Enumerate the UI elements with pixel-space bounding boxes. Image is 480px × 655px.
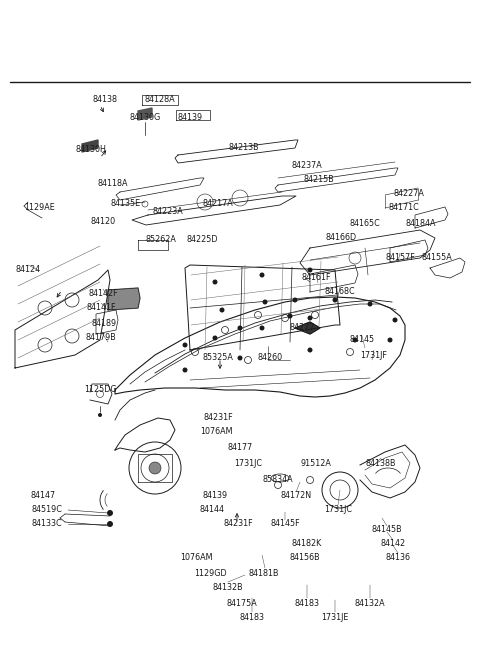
Circle shape bbox=[393, 318, 397, 322]
Text: 84183: 84183 bbox=[240, 612, 264, 622]
Circle shape bbox=[308, 348, 312, 352]
Circle shape bbox=[308, 316, 312, 320]
Text: 84223A: 84223A bbox=[153, 206, 183, 215]
Text: 84156B: 84156B bbox=[290, 553, 320, 563]
Text: 84136: 84136 bbox=[385, 553, 410, 563]
Text: 84141F: 84141F bbox=[86, 303, 116, 312]
Text: 84183: 84183 bbox=[295, 599, 320, 608]
Text: 1731JF: 1731JF bbox=[360, 350, 387, 360]
Text: 84144: 84144 bbox=[200, 506, 225, 514]
Text: 1129GD: 1129GD bbox=[194, 569, 226, 578]
Text: 84142: 84142 bbox=[381, 540, 406, 548]
Circle shape bbox=[238, 326, 242, 331]
Text: 84138: 84138 bbox=[93, 96, 118, 105]
Circle shape bbox=[213, 335, 217, 341]
Circle shape bbox=[149, 462, 161, 474]
Text: 84145: 84145 bbox=[349, 335, 374, 345]
Text: 84118A: 84118A bbox=[98, 179, 128, 187]
Text: 1076AM: 1076AM bbox=[200, 428, 232, 436]
Text: 84161F: 84161F bbox=[301, 274, 331, 282]
Text: 84142F: 84142F bbox=[88, 288, 118, 297]
Text: 84181B: 84181B bbox=[249, 569, 279, 578]
Circle shape bbox=[107, 521, 113, 527]
Polygon shape bbox=[82, 140, 98, 152]
Text: 84145B: 84145B bbox=[372, 525, 402, 534]
Text: 84189: 84189 bbox=[91, 318, 117, 328]
Text: 84130H: 84130H bbox=[75, 145, 107, 155]
Text: 84133C: 84133C bbox=[32, 519, 62, 529]
Text: 1076AM: 1076AM bbox=[180, 553, 212, 563]
Text: 84277: 84277 bbox=[289, 322, 315, 331]
Circle shape bbox=[368, 301, 372, 307]
Text: 84138B: 84138B bbox=[366, 458, 396, 468]
Text: 84177: 84177 bbox=[228, 443, 252, 451]
Circle shape bbox=[263, 299, 267, 305]
Text: 84231F: 84231F bbox=[203, 413, 233, 422]
Text: 84172N: 84172N bbox=[280, 491, 312, 500]
Text: 84227A: 84227A bbox=[394, 189, 424, 198]
Text: 84139: 84139 bbox=[178, 113, 203, 121]
Circle shape bbox=[260, 272, 264, 278]
Text: 1129AE: 1129AE bbox=[24, 202, 55, 212]
Text: 84260: 84260 bbox=[257, 354, 283, 362]
Text: 84166D: 84166D bbox=[325, 233, 357, 242]
Circle shape bbox=[98, 413, 102, 417]
Circle shape bbox=[387, 337, 393, 343]
Text: 84120: 84120 bbox=[90, 217, 116, 227]
Text: 84128A: 84128A bbox=[144, 96, 175, 105]
Circle shape bbox=[107, 510, 113, 516]
Text: 84132A: 84132A bbox=[355, 599, 385, 608]
Text: 84237A: 84237A bbox=[292, 162, 323, 170]
Text: 85834A: 85834A bbox=[263, 474, 293, 483]
Text: 84139: 84139 bbox=[203, 491, 228, 500]
Polygon shape bbox=[295, 322, 320, 334]
Text: 85262A: 85262A bbox=[145, 236, 177, 244]
Circle shape bbox=[213, 280, 217, 284]
Text: 84155A: 84155A bbox=[421, 253, 452, 263]
Text: 84135E: 84135E bbox=[111, 198, 141, 208]
Circle shape bbox=[333, 297, 337, 303]
Text: 84130G: 84130G bbox=[130, 113, 161, 121]
Text: 1125DG: 1125DG bbox=[84, 386, 116, 394]
Text: 84132B: 84132B bbox=[213, 582, 243, 591]
Circle shape bbox=[288, 314, 292, 318]
Circle shape bbox=[182, 343, 188, 348]
Text: 1731JC: 1731JC bbox=[324, 506, 352, 514]
Text: 84175A: 84175A bbox=[227, 599, 257, 608]
Circle shape bbox=[352, 337, 358, 343]
Polygon shape bbox=[108, 288, 140, 310]
Text: 1731JC: 1731JC bbox=[234, 458, 262, 468]
Circle shape bbox=[260, 326, 264, 331]
Circle shape bbox=[292, 297, 298, 303]
Text: 84231F: 84231F bbox=[223, 519, 253, 529]
Circle shape bbox=[308, 267, 312, 272]
Text: 84147: 84147 bbox=[30, 491, 56, 500]
Text: 84171C: 84171C bbox=[389, 202, 420, 212]
Text: 84179B: 84179B bbox=[85, 333, 116, 341]
Circle shape bbox=[219, 307, 225, 312]
Text: 84213B: 84213B bbox=[228, 143, 259, 151]
Text: 84182K: 84182K bbox=[292, 540, 322, 548]
Circle shape bbox=[238, 356, 242, 360]
Text: 85325A: 85325A bbox=[203, 354, 233, 362]
Text: 84157F: 84157F bbox=[385, 253, 415, 263]
Polygon shape bbox=[138, 108, 152, 120]
Text: 84215B: 84215B bbox=[304, 176, 335, 185]
Text: 84168C: 84168C bbox=[324, 288, 355, 297]
Circle shape bbox=[182, 367, 188, 373]
Text: 84145F: 84145F bbox=[270, 519, 300, 529]
Text: 84519C: 84519C bbox=[32, 506, 62, 514]
Text: 84225D: 84225D bbox=[186, 236, 218, 244]
Text: 84124: 84124 bbox=[15, 265, 41, 274]
Text: 84217A: 84217A bbox=[203, 198, 233, 208]
Text: 1731JE: 1731JE bbox=[321, 612, 348, 622]
Text: 91512A: 91512A bbox=[300, 458, 331, 468]
Text: 84165C: 84165C bbox=[349, 219, 380, 229]
Text: 84184A: 84184A bbox=[406, 219, 436, 229]
